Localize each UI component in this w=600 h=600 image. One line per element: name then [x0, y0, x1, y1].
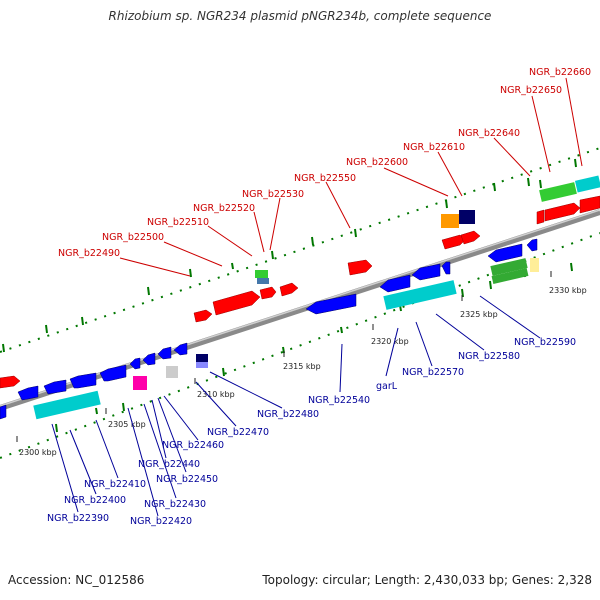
gene-label: garL — [376, 381, 398, 392]
forward-strand-genes — [0, 195, 600, 389]
gc-content-track-upper — [0, 147, 600, 459]
scale-tick-label: 2310 kbp — [197, 390, 235, 399]
reverse-features — [33, 258, 539, 420]
misc-feature — [441, 214, 459, 228]
gene-forward — [544, 202, 581, 222]
gene-reverse — [99, 364, 127, 382]
gene-label: NGR_b22550 — [294, 173, 356, 184]
gene-reverse — [43, 379, 67, 395]
scale-tick-label: 2305 kbp — [108, 420, 146, 429]
gene-forward — [212, 290, 261, 316]
rna-feature — [255, 270, 268, 278]
gene-label: NGR_b22500 — [102, 232, 164, 243]
gene-reverse — [441, 261, 451, 275]
gene-label: NGR_b22530 — [242, 189, 304, 200]
gene-label: NGR_b22640 — [458, 128, 520, 139]
misc-feature — [257, 278, 269, 284]
misc-feature — [196, 354, 208, 362]
gene-label: NGR_b22450 — [156, 474, 218, 485]
misc-feature — [166, 366, 178, 378]
scale-tick-label: 2300 kbp — [19, 448, 57, 457]
gene-label: NGR_b22420 — [130, 516, 192, 527]
gene-forward — [193, 309, 213, 323]
reverse-strand-genes — [0, 238, 538, 420]
gene-reverse — [129, 357, 141, 370]
scale-tick-label: 2330 kbp — [549, 286, 587, 295]
gene-reverse — [142, 352, 156, 366]
gene-label: NGR_b22660 — [529, 67, 591, 78]
cds-feature — [574, 175, 600, 193]
forward-label-leaders — [119, 77, 583, 277]
cds-feature — [33, 390, 101, 420]
reverse-gene-labels: NGR_b22390 NGR_b22400 NGR_b22410 NGR_b22… — [47, 337, 576, 527]
gene-label: NGR_b22390 — [47, 513, 109, 524]
reverse-label-leaders — [51, 295, 541, 517]
gene-reverse — [157, 346, 172, 360]
rna-feature — [490, 258, 528, 276]
gene-label: NGR_b22430 — [144, 499, 206, 510]
gene-reverse — [173, 342, 188, 356]
gene-reverse — [487, 243, 523, 263]
scale-tick-label: 2315 kbp — [283, 362, 321, 371]
misc-feature — [133, 376, 147, 390]
gene-reverse — [305, 293, 357, 315]
gene-forward — [536, 209, 545, 225]
forward-features — [255, 175, 600, 284]
forward-gene-labels: NGR_b22490 NGR_b22500 NGR_b22510 NGR_b22… — [58, 67, 591, 259]
rna-feature — [491, 268, 529, 284]
gene-label: NGR_b22400 — [64, 495, 126, 506]
scale-axis — [16, 271, 552, 442]
gene-label: NGR_b22510 — [147, 217, 209, 228]
gene-reverse — [379, 274, 411, 293]
cds-feature — [383, 280, 457, 310]
gene-reverse — [17, 385, 39, 401]
scale-tick-label: 2320 kbp — [371, 337, 409, 346]
gene-label: NGR_b22600 — [346, 157, 408, 168]
gene-forward — [0, 375, 21, 389]
gene-label: NGR_b22460 — [162, 440, 224, 451]
accession-text: Accession: NC_012586 — [8, 573, 145, 587]
gene-reverse — [526, 238, 538, 252]
gene-reverse — [69, 372, 97, 389]
scale-tick-labels: 2300 kbp 2305 kbp 2310 kbp 2315 kbp 2320… — [19, 286, 587, 457]
gene-label: NGR_b22540 — [308, 395, 370, 406]
gene-forward — [579, 195, 600, 214]
gc-skew-marks — [2, 158, 577, 433]
map-title: Rhizobium sp. NGR234 plasmid pNGR234b, c… — [108, 9, 492, 23]
gene-label: NGR_b22610 — [403, 142, 465, 153]
gene-label: NGR_b22440 — [138, 459, 200, 470]
gene-label: NGR_b22580 — [458, 351, 520, 362]
scale-tick-label: 2325 kbp — [460, 310, 498, 319]
gene-label: NGR_b22570 — [402, 367, 464, 378]
gene-label: NGR_b22650 — [500, 85, 562, 96]
misc-feature — [530, 258, 539, 272]
rna-feature — [539, 182, 577, 202]
gene-forward — [347, 259, 373, 276]
misc-feature — [459, 210, 475, 224]
gene-reverse — [0, 404, 7, 420]
gene-label: NGR_b22520 — [193, 203, 255, 214]
gene-forward — [259, 286, 277, 300]
misc-feature — [196, 362, 208, 368]
gene-reverse — [411, 263, 441, 281]
gene-label: NGR_b22480 — [257, 409, 319, 420]
gene-label: NGR_b22410 — [84, 479, 146, 490]
gene-label: NGR_b22590 — [514, 337, 576, 348]
gene-label: NGR_b22470 — [207, 427, 269, 438]
sequence-summary: Topology: circular; Length: 2,430,033 bp… — [262, 573, 592, 587]
gene-forward — [279, 282, 299, 297]
gene-forward — [441, 234, 466, 250]
gene-label: NGR_b22490 — [58, 248, 120, 259]
gene-forward — [460, 230, 481, 245]
genome-map: 2300 kbp 2305 kbp 2310 kbp 2315 kbp 2320… — [0, 67, 600, 527]
